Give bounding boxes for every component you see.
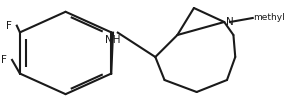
- Text: F: F: [1, 55, 7, 65]
- Text: F: F: [6, 21, 11, 31]
- Text: methyl: methyl: [253, 13, 285, 22]
- Text: N: N: [226, 17, 234, 27]
- Text: NH: NH: [105, 35, 121, 45]
